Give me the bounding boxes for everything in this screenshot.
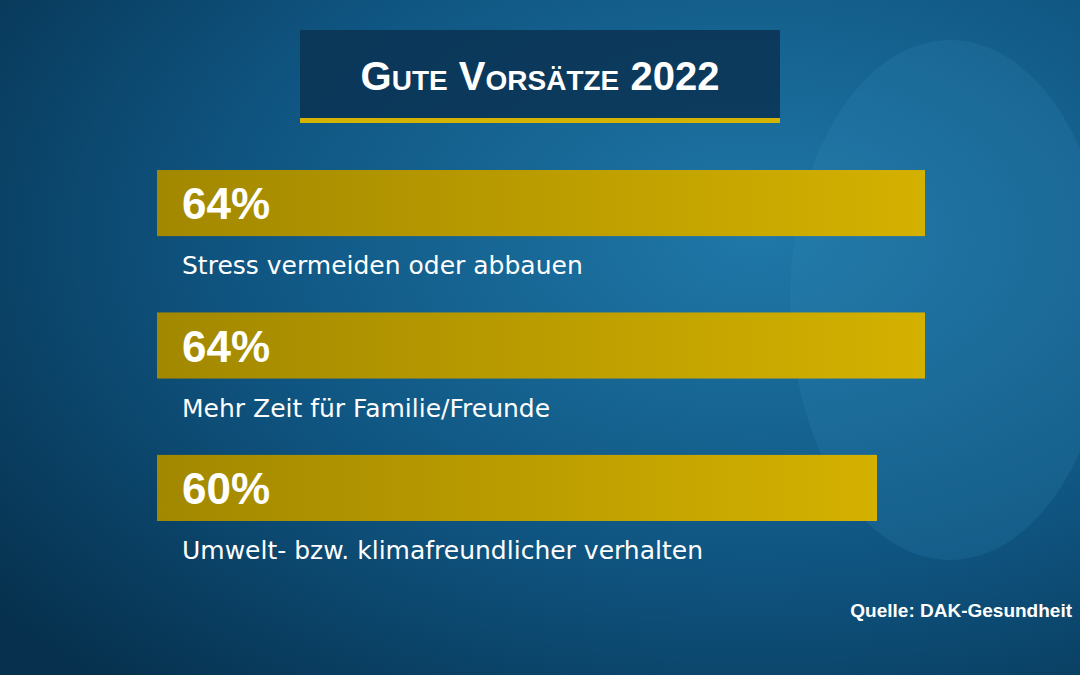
labels: 64% 64% 60% Stress vermeiden oder abbauen Me… [182,179,703,565]
category-label: Mehr Zeit für Familie/Freunde [182,394,550,423]
bar [157,312,925,378]
title: Gute Vorsätze 2022 [361,54,720,98]
category-label: Umwelt- bzw. klimafreundlicher verhalten [182,536,703,565]
bars [157,170,925,521]
data-label: 64% [182,322,270,371]
category-label: Stress vermeiden oder abbauen [182,251,583,280]
data-label: 60% [182,464,270,513]
chart: Gute Vorsätze 2022 64% 64% 60% Stress vermei… [0,0,1080,675]
title-underline [300,118,780,123]
data-label: 64% [182,179,270,228]
source: Quelle: DAK-Gesundheit [850,600,1072,621]
title-box [300,30,780,118]
bar [157,170,925,236]
bar [157,455,877,521]
